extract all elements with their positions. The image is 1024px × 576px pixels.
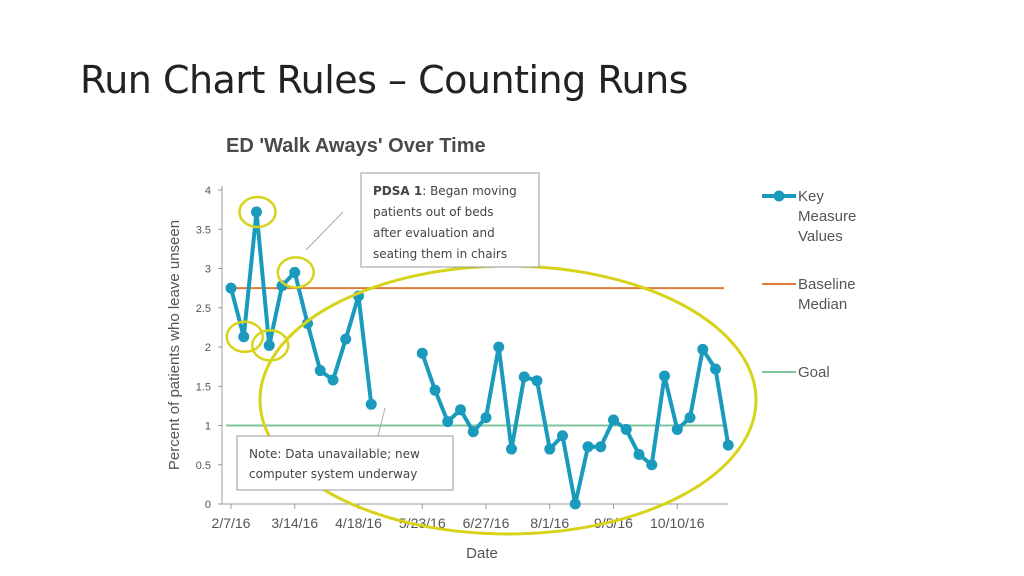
y-tick-label: 3 — [205, 264, 211, 276]
data-point — [289, 266, 301, 278]
y-tick-label: 4 — [205, 185, 211, 197]
pdsa-annotation: PDSA 1: Began moving patients out of bed… — [305, 172, 540, 268]
data-point — [429, 384, 441, 396]
data-point — [493, 341, 505, 353]
data-point — [531, 375, 543, 387]
chart-title: ED 'Walk Aways' Over Time — [226, 135, 486, 157]
highlight-circle — [276, 256, 315, 289]
data-point — [684, 412, 696, 424]
pdsa-line-1: patients out of beds — [373, 205, 494, 219]
y-tick-label: 1 — [205, 421, 211, 433]
data-point — [225, 282, 237, 294]
data-point — [480, 412, 492, 424]
runs-highlight-ellipse — [258, 264, 758, 536]
pdsa-line-3: seating them in chairs — [373, 247, 507, 261]
x-axis-label: Date — [466, 545, 498, 562]
data-point — [608, 414, 619, 426]
legend-marker — [773, 190, 785, 202]
x-tick-label: 2/7/16 — [212, 515, 251, 531]
data-point — [327, 374, 339, 386]
y-tick-label: 0 — [205, 499, 211, 511]
series-line — [229, 209, 374, 405]
highlight-circle — [225, 320, 264, 354]
data-point — [710, 363, 721, 375]
legend-label: Values — [798, 228, 843, 245]
data-point — [671, 423, 683, 435]
highlight-circles — [225, 195, 315, 362]
y-axis-label: Percent of patients who leave unseen — [166, 220, 183, 470]
data-point — [697, 343, 709, 355]
data-point — [238, 331, 250, 343]
x-tick-label: 8/1/16 — [530, 515, 569, 531]
pdsa-line-2: after evaluation and — [373, 226, 495, 240]
y-tick-label: 2.5 — [196, 303, 211, 315]
x-tick-label: 6/27/16 — [463, 515, 510, 531]
data-point — [506, 443, 517, 455]
data-point — [251, 206, 262, 218]
note-line-1: computer system underway — [249, 467, 417, 481]
legend-label: Key — [798, 188, 824, 205]
data-point — [659, 370, 670, 382]
data-point — [314, 365, 326, 377]
data-point — [569, 498, 581, 510]
data-point — [518, 371, 530, 383]
y-tick-label: 1.5 — [196, 381, 211, 393]
data-point — [442, 416, 454, 428]
data-point — [544, 443, 556, 455]
pdsa-line-0: : Began moving — [422, 184, 517, 198]
data-point — [633, 449, 645, 461]
data-point — [722, 439, 734, 451]
slide-title: Run Chart Rules – Counting Runs — [80, 58, 688, 102]
data-point — [340, 333, 352, 345]
x-tick-label: 3/14/16 — [271, 515, 318, 531]
legend-label: Goal — [798, 364, 830, 381]
legend: Key Measure Values Baseline Median Goal — [762, 188, 856, 381]
data-point — [263, 339, 275, 351]
data-point — [455, 404, 466, 416]
data-point — [620, 423, 632, 435]
legend-label: Median — [798, 296, 847, 313]
data-point — [365, 398, 377, 410]
data-point — [416, 347, 428, 359]
svg-text:PDSA 1: Began moving: PDSA 1: Began moving — [373, 184, 517, 198]
y-tick-label: 2 — [205, 342, 211, 354]
note-line-0: Note: Data unavailable; new — [249, 447, 420, 461]
y-tick-label: 3.5 — [196, 224, 211, 236]
data-point — [557, 430, 568, 442]
data-point — [582, 441, 594, 453]
x-tick-label: 4/18/16 — [335, 515, 382, 531]
y-tick-labels: 0 0.5 1 1.5 2 2.5 3 3.5 4 — [196, 185, 222, 511]
pdsa-label: PDSA 1 — [373, 184, 422, 198]
note-annotation: Note: Data unavailable; new computer sys… — [236, 407, 454, 491]
data-point — [467, 426, 479, 438]
legend-label: Baseline — [798, 276, 856, 293]
highlight-circle — [238, 195, 277, 229]
data-point — [595, 441, 607, 453]
legend-label: Measure — [798, 208, 856, 225]
x-tick-label: 10/10/16 — [650, 515, 705, 531]
data-point — [646, 459, 658, 471]
y-tick-label: 0.5 — [196, 460, 211, 472]
